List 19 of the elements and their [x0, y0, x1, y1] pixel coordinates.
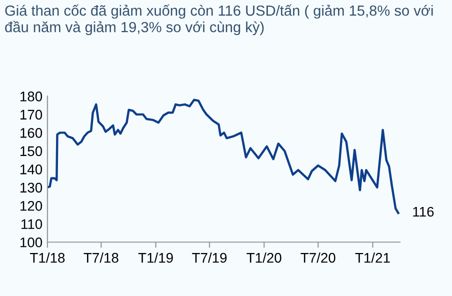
x-tick-label: T7/18 — [84, 252, 118, 263]
y-tick-label: 180 — [20, 92, 42, 102]
y-tick-label: 170 — [20, 110, 42, 120]
y-tick-label: 140 — [20, 164, 42, 174]
x-tick-label: T1/19 — [138, 252, 173, 263]
y-tick-label: 130 — [20, 182, 42, 193]
x-tick-label: T7/20 — [300, 252, 336, 263]
y-tick-label: 150 — [20, 146, 42, 156]
x-tick-label: T1/21 — [355, 252, 390, 263]
y-tick-label: 110 — [22, 219, 42, 230]
y-tick-label: 100 — [20, 237, 42, 248]
y-tick-label: 160 — [20, 128, 42, 138]
chart-title: Giá than cốc đã giảm xuống còn 116 USD/tấn ( giảm 15,8% so với đầu năm và giảm 19,3% so với cùng kỳ) — [5, 4, 433, 36]
x-tick-label: T7/19 — [192, 252, 227, 263]
line-series — [47, 98, 400, 214]
y-tick-label: 120 — [20, 200, 42, 211]
x-tick-label: T1/18 — [30, 252, 65, 263]
annotation: 116 — [413, 206, 434, 217]
x-tick-label: T1/20 — [246, 252, 282, 263]
